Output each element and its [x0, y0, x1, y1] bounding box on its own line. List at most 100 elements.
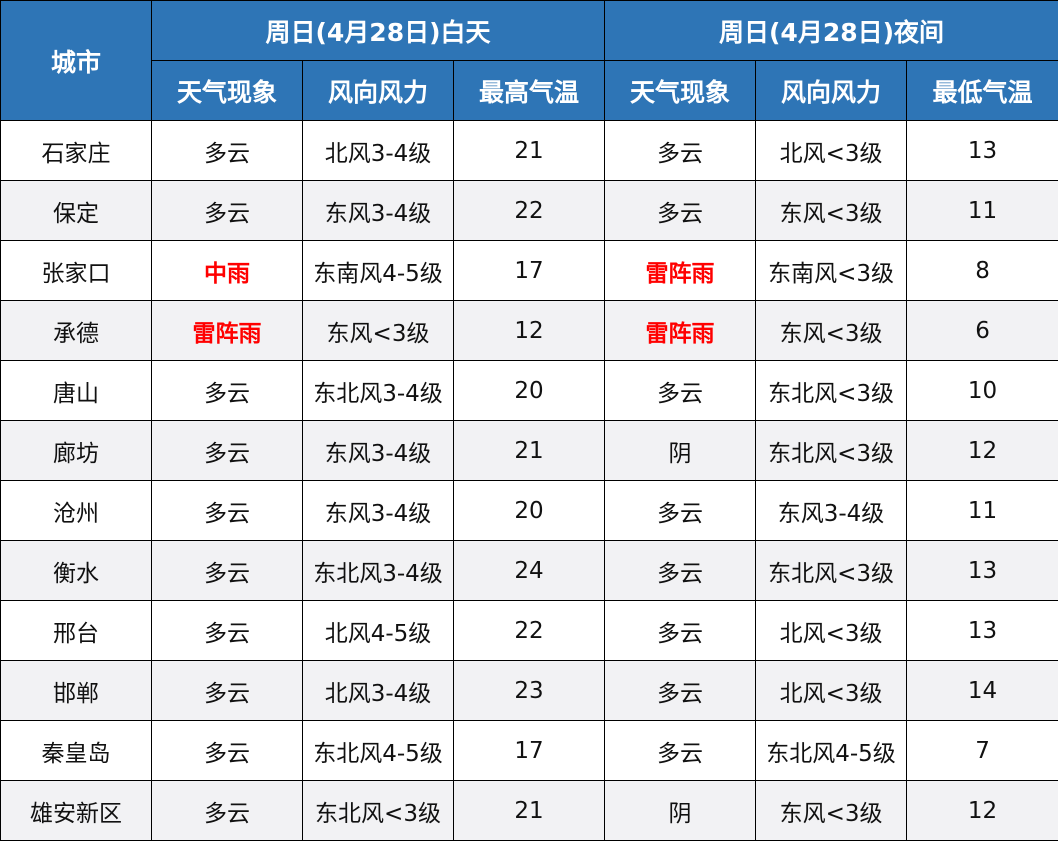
header-day-wind: 风向风力 — [302, 60, 454, 121]
cell-night-low: 11 — [906, 480, 1058, 541]
cell-night-weather: 多云 — [604, 360, 757, 421]
cell-night-low: 13 — [906, 120, 1058, 181]
cell-night-weather: 多云 — [604, 540, 757, 601]
cell-city: 沧州 — [0, 480, 152, 541]
cell-night-low: 12 — [906, 420, 1058, 481]
cell-night-low: 10 — [906, 360, 1058, 421]
cell-day-wind: 北风4-5级 — [302, 600, 454, 661]
table-row: 廊坊 多云 东风3-4级 21 阴东北风<3级 12 — [0, 420, 1058, 481]
table-body: 石家庄 多云 北风3-4级 21 多云 北风<3级 13 保定 多云 东风3-4级 22 多云 东风<3… — [0, 120, 1058, 841]
cell-city: 石家庄 — [0, 120, 152, 181]
table-row: 邢台 多云 北风4-5级 22 多云 北风<3级 13 — [0, 600, 1058, 661]
cell-night-low: 8 — [906, 240, 1058, 301]
table-row: 雄安新区 多云 东北风<3级 21 阴东风<3级 12 — [0, 780, 1058, 841]
cell-day-weather: 多云 — [151, 540, 303, 601]
table-row: 衡水 多云 东北风3-4级 24 多云 东北风<3级 13 — [0, 540, 1058, 601]
header-night-low: 最低气温 — [906, 60, 1058, 121]
cell-day-wind: 北风3-4级 — [302, 120, 454, 181]
cell-night-wind: 东风3-4级 — [755, 480, 908, 541]
cell-night-low: 12 — [906, 780, 1058, 841]
cell-city: 保定 — [0, 180, 152, 241]
cell-day-weather: 多云 — [151, 120, 303, 181]
header-night-weather: 天气现象 — [604, 60, 757, 121]
table-row: 张家口 中雨 东南风4-5级 17 雷阵雨 东南风<3级 8 — [0, 240, 1058, 301]
table-row: 秦皇岛 多云 东北风4-5级 17 多云 东北风4-5级 7 — [0, 720, 1058, 781]
cell-night-weather: 多云 — [604, 720, 757, 781]
cell-day-weather: 多云 — [151, 420, 303, 481]
table-row: 保定 多云 东风3-4级 22 多云 东风<3级 11 — [0, 180, 1058, 241]
cell-night-weather: 多云 — [604, 660, 757, 721]
cell-night-weather: 多云 — [604, 120, 757, 181]
table-row: 邯郸 多云 北风3-4级 23 多云 北风<3级 14 — [0, 660, 1058, 721]
table-row: 承德 雷阵雨 东风<3级 12 雷阵雨 东风<3级 6 — [0, 300, 1058, 361]
cell-day-weather: 多云 — [151, 480, 303, 541]
cell-day-weather: 多云 — [151, 720, 303, 781]
cell-night-weather: 多云 — [604, 600, 757, 661]
header-day-high: 最高气温 — [452, 60, 606, 121]
cell-city: 衡水 — [0, 540, 152, 601]
cell-city: 邯郸 — [0, 660, 152, 721]
cell-night-low: 7 — [906, 720, 1058, 781]
header-night-wind: 风向风力 — [755, 60, 908, 121]
cell-day-weather: 雷阵雨 — [151, 300, 303, 361]
cell-day-weather: 中雨 — [151, 240, 303, 301]
header-day-weather: 天气现象 — [151, 60, 303, 121]
cell-city: 承德 — [0, 300, 152, 361]
cell-night-weather: 雷阵雨 — [604, 300, 757, 361]
cell-night-wind: 东风<3级 — [755, 180, 908, 241]
cell-day-wind: 东南风4-5级 — [302, 240, 454, 301]
cell-day-wind: 北风3-4级 — [302, 660, 454, 721]
cell-day-high: 12 — [452, 300, 606, 361]
cell-night-wind: 北风<3级 — [755, 600, 908, 661]
cell-city: 雄安新区 — [0, 780, 152, 841]
cell-day-wind: 东北风<3级 — [302, 780, 454, 841]
cell-day-weather: 多云 — [151, 660, 303, 721]
cell-day-weather: 多云 — [151, 180, 303, 241]
cell-day-weather: 多云 — [151, 780, 303, 841]
cell-day-high: 21 — [452, 420, 606, 481]
header-city: 城市 — [0, 0, 152, 121]
cell-night-wind: 东北风4-5级 — [755, 720, 908, 781]
cell-day-high: 23 — [452, 660, 606, 721]
cell-day-high: 22 — [452, 600, 606, 661]
header-night: 周日(4月28日)夜间 — [604, 0, 1058, 61]
cell-day-wind: 东北风3-4级 — [302, 540, 454, 601]
cell-night-wind: 东北风<3级 — [755, 540, 908, 601]
cell-night-wind: 东风<3级 — [755, 300, 908, 361]
table-row: 石家庄 多云 北风3-4级 21 多云 北风<3级 13 — [0, 120, 1058, 181]
cell-city: 张家口 — [0, 240, 152, 301]
cell-day-wind: 东风3-4级 — [302, 420, 454, 481]
header-day: 周日(4月28日)白天 — [150, 0, 606, 61]
cell-night-wind: 北风<3级 — [755, 120, 908, 181]
cell-day-high: 20 — [452, 360, 606, 421]
table-row: 沧州 多云 东风3-4级 20 多云 东风3-4级 11 — [0, 480, 1058, 541]
cell-night-wind: 东风<3级 — [755, 780, 908, 841]
cell-day-wind: 东风3-4级 — [302, 180, 454, 241]
cell-day-wind: 东风<3级 — [302, 300, 454, 361]
cell-night-weather: 阴 — [604, 420, 757, 481]
cell-night-low: 13 — [906, 540, 1058, 601]
cell-day-high: 24 — [452, 540, 606, 601]
cell-night-wind: 东北风<3级 — [755, 420, 908, 481]
cell-night-low: 13 — [906, 600, 1058, 661]
cell-day-wind: 东北风3-4级 — [302, 360, 454, 421]
cell-city: 唐山 — [0, 360, 152, 421]
cell-night-low: 6 — [906, 300, 1058, 361]
cell-night-wind: 北风<3级 — [755, 660, 908, 721]
cell-day-high: 17 — [452, 240, 606, 301]
cell-day-high: 22 — [452, 180, 606, 241]
cell-day-weather: 多云 — [151, 600, 303, 661]
cell-day-high: 20 — [452, 480, 606, 541]
cell-day-high: 17 — [452, 720, 606, 781]
cell-night-low: 14 — [906, 660, 1058, 721]
cell-night-weather: 阴 — [604, 780, 757, 841]
cell-day-wind: 东风3-4级 — [302, 480, 454, 541]
cell-day-weather: 多云 — [151, 360, 303, 421]
cell-city: 邢台 — [0, 600, 152, 661]
cell-night-weather: 多云 — [604, 480, 757, 541]
cell-city: 秦皇岛 — [0, 720, 152, 781]
cell-night-wind: 东南风<3级 — [755, 240, 908, 301]
table-row: 唐山 多云 东北风3-4级 20 多云 东北风<3级 10 — [0, 360, 1058, 421]
cell-night-weather: 多云 — [604, 180, 757, 241]
